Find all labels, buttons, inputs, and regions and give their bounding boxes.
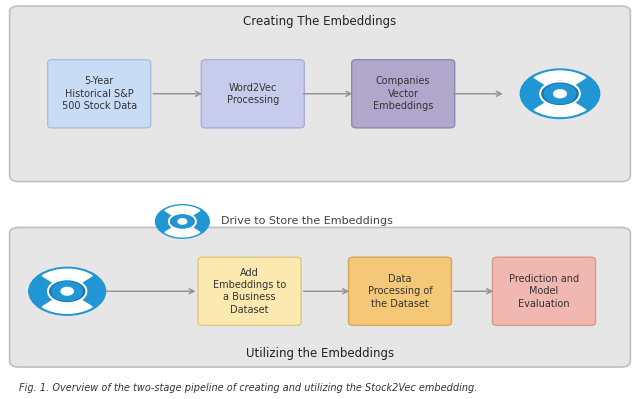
Text: Creating The Embeddings: Creating The Embeddings bbox=[243, 16, 397, 28]
Circle shape bbox=[48, 279, 86, 303]
Circle shape bbox=[544, 84, 576, 104]
Wedge shape bbox=[165, 221, 200, 237]
Text: Companies
Vector
Embeddings: Companies Vector Embeddings bbox=[373, 76, 433, 111]
Circle shape bbox=[554, 90, 566, 98]
Circle shape bbox=[29, 267, 106, 315]
Wedge shape bbox=[534, 71, 586, 94]
Circle shape bbox=[52, 282, 83, 301]
Circle shape bbox=[61, 287, 74, 295]
Wedge shape bbox=[42, 269, 92, 291]
FancyBboxPatch shape bbox=[349, 257, 452, 326]
Text: Prediction and
Model
Evaluation: Prediction and Model Evaluation bbox=[509, 274, 579, 309]
FancyBboxPatch shape bbox=[352, 59, 454, 128]
Circle shape bbox=[172, 215, 193, 228]
Wedge shape bbox=[42, 291, 92, 313]
Text: Data
Processing of
the Dataset: Data Processing of the Dataset bbox=[368, 274, 432, 309]
Circle shape bbox=[178, 219, 187, 224]
Circle shape bbox=[540, 81, 580, 106]
Circle shape bbox=[520, 69, 600, 119]
FancyBboxPatch shape bbox=[10, 227, 630, 367]
FancyBboxPatch shape bbox=[201, 59, 305, 128]
FancyBboxPatch shape bbox=[493, 257, 595, 326]
Text: Fig. 1. Overview of the two-stage pipeline of creating and utilizing the Stock2V: Fig. 1. Overview of the two-stage pipeli… bbox=[19, 383, 477, 393]
Circle shape bbox=[156, 205, 209, 238]
Text: Utilizing the Embeddings: Utilizing the Embeddings bbox=[246, 347, 394, 359]
Text: Drive to Store the Embeddings: Drive to Store the Embeddings bbox=[221, 216, 393, 227]
FancyBboxPatch shape bbox=[48, 59, 151, 128]
Wedge shape bbox=[165, 206, 200, 221]
Text: Add
Embeddings to
a Business
Dataset: Add Embeddings to a Business Dataset bbox=[213, 268, 286, 315]
Circle shape bbox=[169, 213, 196, 230]
Text: 5-Year
Historical S&P
500 Stock Data: 5-Year Historical S&P 500 Stock Data bbox=[61, 76, 137, 111]
FancyBboxPatch shape bbox=[10, 6, 630, 182]
Wedge shape bbox=[534, 94, 586, 117]
Text: Word2Vec
Processing: Word2Vec Processing bbox=[227, 83, 279, 105]
FancyBboxPatch shape bbox=[198, 257, 301, 326]
